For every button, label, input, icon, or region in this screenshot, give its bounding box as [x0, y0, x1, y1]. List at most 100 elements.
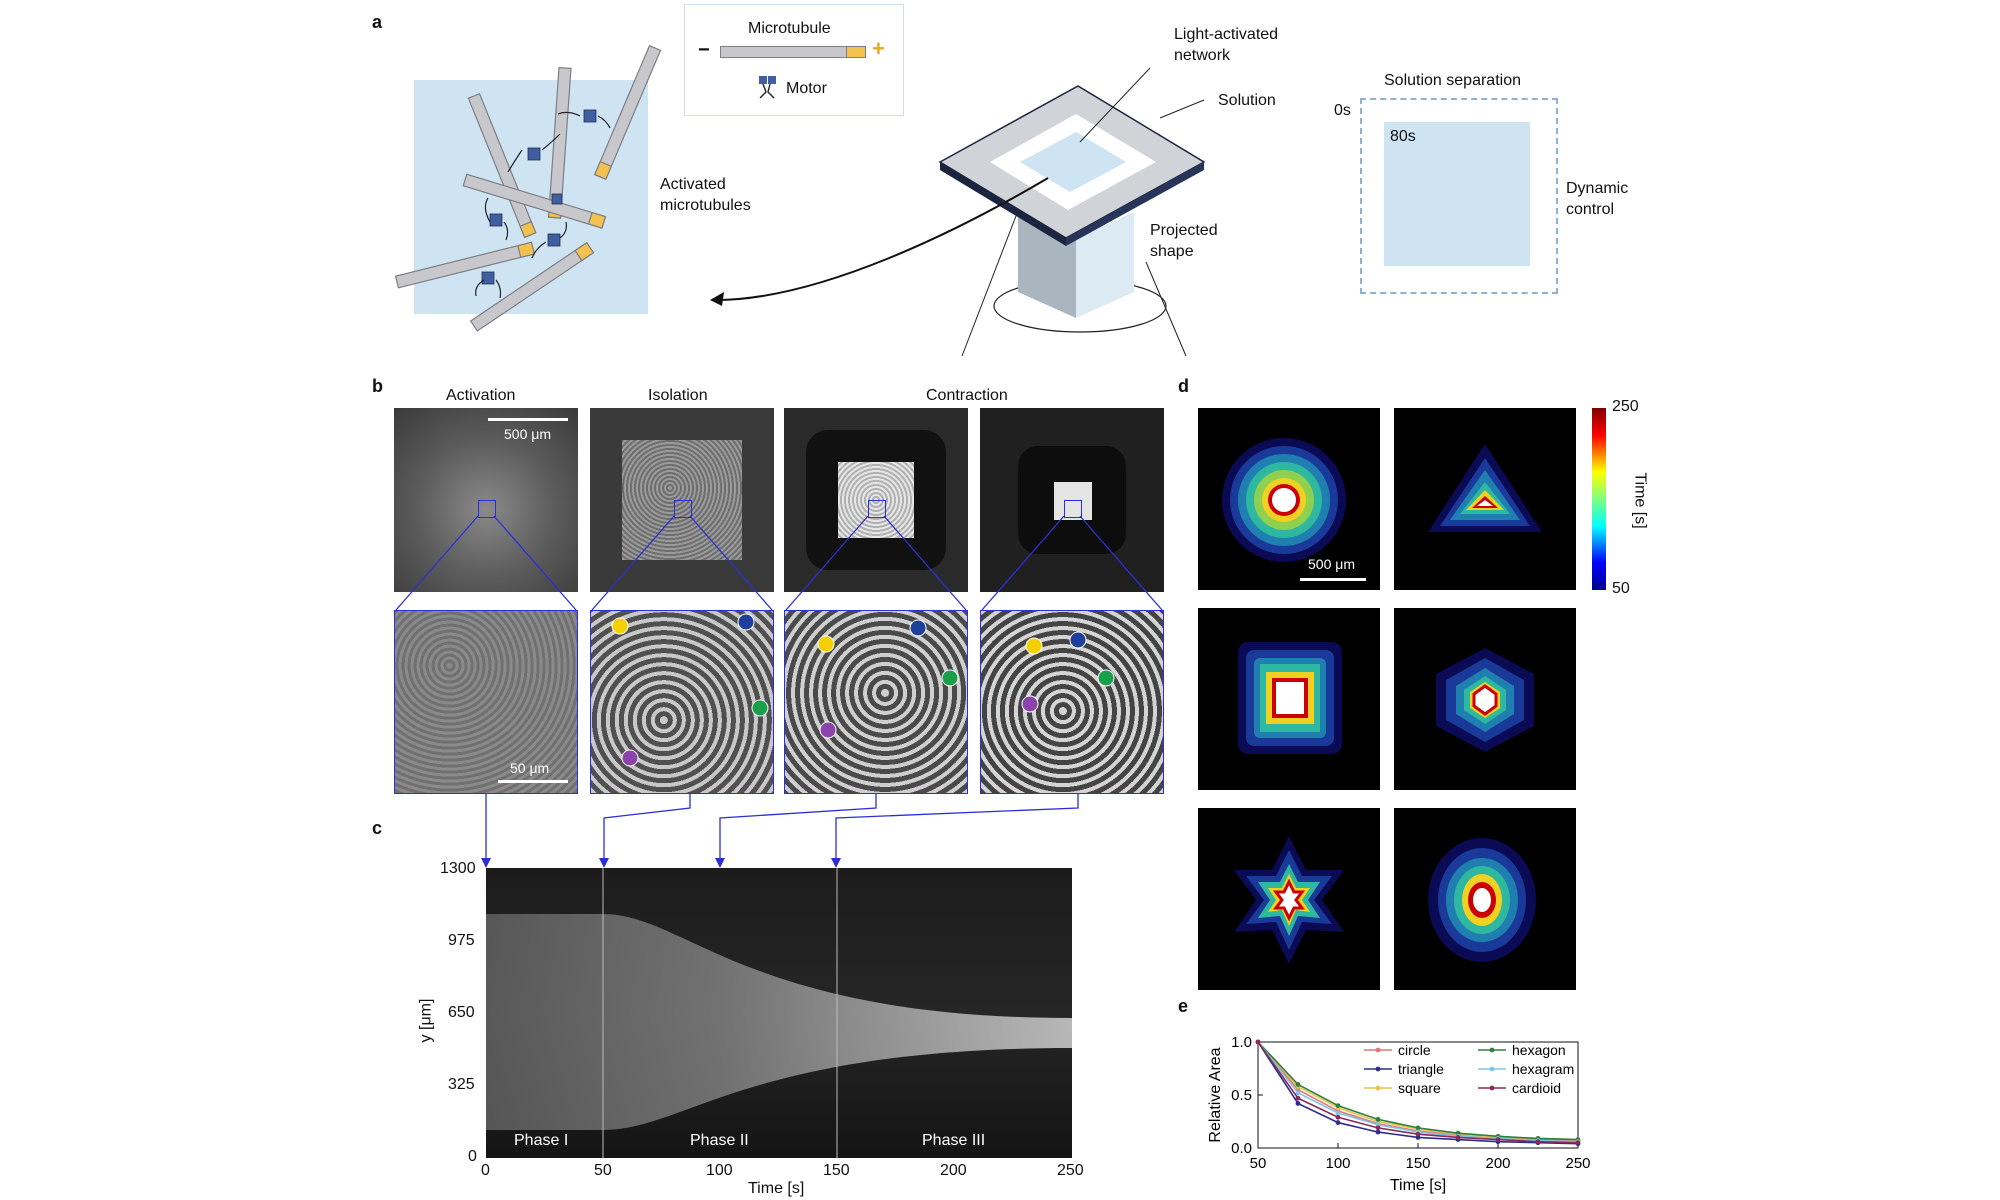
legend-label-square: square	[1398, 1080, 1441, 1096]
dot-purple-1	[621, 749, 639, 767]
point-cardioid	[1575, 1140, 1581, 1146]
point-hexagon	[1295, 1082, 1301, 1087]
kymo-xtick-200: 200	[940, 1162, 967, 1179]
colorbar	[1592, 408, 1606, 590]
dot-green-3	[1097, 669, 1115, 687]
legend-marker-square	[1375, 1085, 1381, 1091]
kymo-ytick-325: 325	[448, 1076, 475, 1093]
scalebar-bottom-label: 50 μm	[510, 760, 550, 776]
panel-label-a: a	[372, 12, 383, 32]
kymograph	[486, 868, 1072, 1158]
panel-label-c: c	[372, 818, 383, 838]
legend-microtubule-end	[846, 46, 866, 58]
zoom-image-isolation	[590, 610, 774, 794]
legend-label-hexagon: hexagon	[1512, 1042, 1566, 1058]
legend-minus-label: −	[698, 39, 710, 61]
point-cardioid	[1415, 1131, 1421, 1137]
dot-blue-1	[737, 613, 755, 631]
point-triangle	[1295, 1101, 1301, 1106]
legend-motor-label: Motor	[786, 80, 827, 97]
contour-circle-svg	[1222, 438, 1346, 562]
point-hexagon	[1375, 1116, 1381, 1122]
time-0s-label: 0s	[1334, 102, 1351, 119]
legend-box	[684, 4, 904, 116]
kymo-xtick-250: 250	[1057, 1162, 1084, 1179]
x-tick-label: 50	[1250, 1155, 1267, 1172]
contour-hexagon-svg	[1436, 648, 1534, 752]
title-isolation: Isolation	[648, 387, 708, 404]
dot-green-1	[751, 699, 769, 717]
kymo-xtick-100: 100	[706, 1162, 733, 1179]
legend-label-hexagram: hexagram	[1512, 1061, 1574, 1077]
y-tick-label: 0.5	[1231, 1087, 1252, 1104]
dynamic-control-label: Dynamic control	[1566, 180, 1629, 218]
light-activated-network-label: Light-activated network	[1174, 26, 1279, 64]
y-axis-label: Relative Area	[1207, 1047, 1224, 1142]
legend-marker-triangle	[1375, 1066, 1381, 1072]
dot-green-2	[941, 669, 959, 687]
solution-label: Solution	[1218, 92, 1276, 109]
zoom-image-contraction-1	[784, 610, 968, 794]
activated-microtubules-label: Activated microtubules	[660, 176, 751, 214]
legend-microtubule-label: Microtubule	[748, 20, 831, 37]
point-cardioid	[1535, 1139, 1541, 1145]
contour-hexagon	[1394, 608, 1576, 790]
dynamic-boundary-80s	[1384, 122, 1530, 266]
panel-label-b: b	[372, 376, 383, 396]
title-activation: Activation	[446, 387, 516, 404]
y-tick-label: 1.0	[1231, 1034, 1252, 1051]
contour-circle: 500 μm	[1198, 408, 1380, 590]
kymo-xtick-150: 150	[823, 1162, 850, 1179]
contour-hexagram-svg	[1234, 836, 1344, 964]
contour-cardioid-svg	[1428, 838, 1536, 962]
zoom-box-1	[478, 500, 496, 518]
phase-3-label: Phase III	[922, 1132, 986, 1149]
zoom-box-2	[674, 500, 692, 518]
title-contraction: Contraction	[926, 387, 1008, 404]
x-tick-label: 200	[1485, 1155, 1510, 1172]
legend-label-cardioid: cardioid	[1512, 1080, 1561, 1096]
point-hexagram	[1295, 1090, 1301, 1096]
contour-triangle	[1394, 408, 1576, 590]
kymo-ytick-0: 0	[468, 1148, 477, 1165]
legend-label-circle: circle	[1398, 1042, 1431, 1058]
point-triangle	[1375, 1129, 1381, 1135]
contour-triangle-svg	[1428, 444, 1542, 532]
point-hexagram	[1335, 1110, 1341, 1116]
zoom-image-activation	[394, 610, 578, 794]
legend-plus-label: +	[872, 36, 885, 61]
dynamic-boundary-0s	[1360, 98, 1558, 294]
zoom-box-3	[868, 500, 886, 518]
legend-marker-hexagon	[1489, 1047, 1495, 1053]
time-80s-label: 80s	[1390, 128, 1416, 145]
dot-purple-3	[1021, 695, 1039, 713]
kymo-xtick-50: 50	[594, 1162, 612, 1179]
contour-hexagram	[1198, 808, 1380, 990]
colorbar-max: 250	[1612, 398, 1639, 415]
colorbar-min: 50	[1612, 580, 1630, 597]
point-hexagon	[1335, 1103, 1341, 1108]
legend-label-triangle: triangle	[1398, 1061, 1444, 1077]
kymo-ytick-650: 650	[448, 1004, 475, 1021]
dot-yellow-3	[1025, 637, 1043, 655]
contour-square-svg	[1238, 642, 1342, 754]
dot-purple-2	[819, 721, 837, 739]
point-cardioid	[1375, 1125, 1381, 1131]
scalebar-top-label: 500 μm	[504, 426, 551, 442]
dot-yellow-2	[817, 635, 835, 653]
kymo-ytick-975: 975	[448, 932, 475, 949]
y-tick-label: 0.0	[1231, 1140, 1252, 1157]
projected-shape-label: Projected shape	[1150, 222, 1218, 260]
x-tick-label: 100	[1325, 1155, 1350, 1172]
solution-separation-label: Solution separation	[1384, 72, 1521, 89]
relative-area-chart: 0.0 0.5 1.0 50 100 150 200 250 Time [s] Relative …	[1207, 1034, 1591, 1194]
legend-motor-icon	[759, 76, 776, 99]
scalebar-d	[1300, 578, 1366, 581]
dot-blue-3	[1069, 631, 1087, 649]
point-cardioid	[1455, 1135, 1461, 1140]
colorbar-label: Time [s]	[1631, 472, 1649, 529]
point-cardioid	[1335, 1114, 1341, 1120]
